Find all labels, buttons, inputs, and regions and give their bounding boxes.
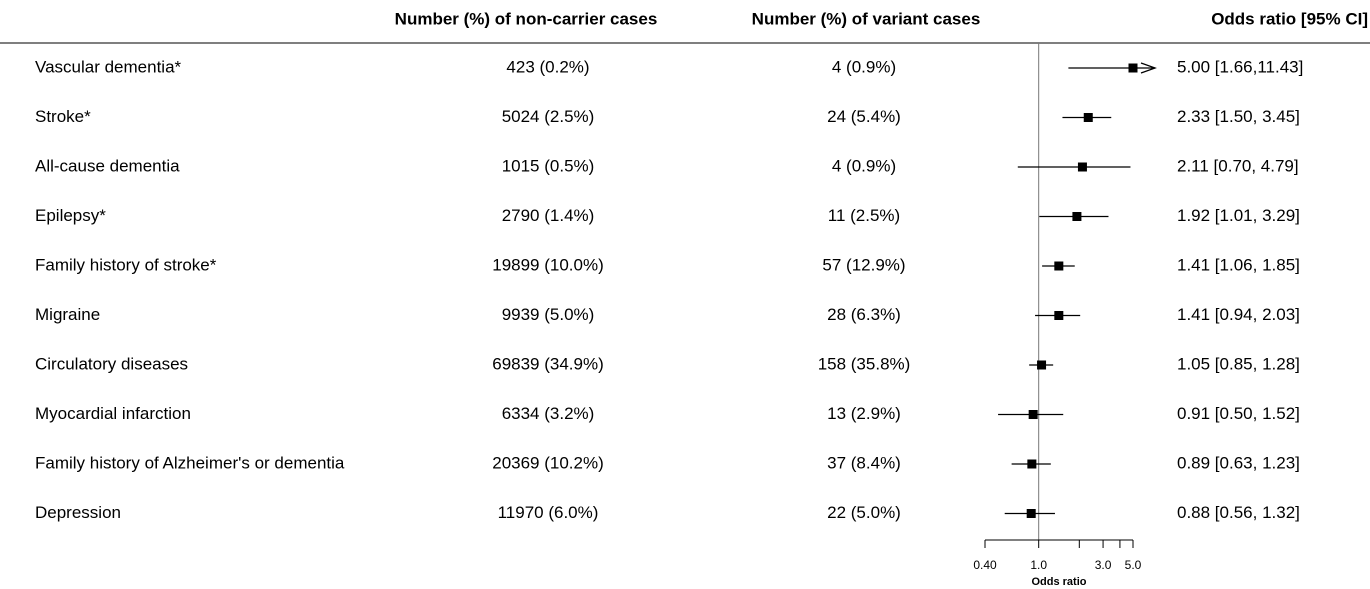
non-carrier-cell: 9939 (5.0%) bbox=[502, 305, 595, 324]
variant-cell: 22 (5.0%) bbox=[827, 503, 901, 522]
odds-ratio-label: 1.41 [0.94, 2.03] bbox=[1177, 305, 1300, 324]
row-label: Stroke* bbox=[35, 107, 91, 126]
row-label: Vascular dementia* bbox=[35, 57, 182, 76]
non-carrier-cell: 6334 (3.2%) bbox=[502, 404, 595, 423]
x-tick-label: 1.0 bbox=[1030, 558, 1047, 572]
column-header: Number (%) of variant cases bbox=[752, 9, 981, 28]
odds-ratio-label: 0.91 [0.50, 1.52] bbox=[1177, 404, 1300, 423]
odds-ratio-label: 1.05 [0.85, 1.28] bbox=[1177, 354, 1300, 373]
odds-ratio-label: 2.33 [1.50, 3.45] bbox=[1177, 107, 1300, 126]
row-label: Myocardial infarction bbox=[35, 404, 191, 423]
non-carrier-cell: 11970 (6.0%) bbox=[498, 503, 599, 522]
variant-cell: 13 (2.9%) bbox=[827, 404, 901, 423]
point-estimate bbox=[1027, 459, 1037, 469]
point-estimate bbox=[1054, 261, 1064, 271]
variant-cell: 4 (0.9%) bbox=[832, 156, 896, 175]
point-estimate bbox=[1077, 162, 1087, 172]
ci-arrow bbox=[1140, 62, 1157, 74]
non-carrier-cell: 19899 (10.0%) bbox=[492, 255, 604, 274]
variant-cell: 37 (8.4%) bbox=[827, 453, 901, 472]
row-label: Circulatory diseases bbox=[35, 354, 188, 373]
odds-ratio-label: 2.11 [0.70, 4.79] bbox=[1177, 156, 1299, 175]
point-estimate bbox=[1026, 509, 1036, 518]
non-carrier-cell: 20369 (10.2%) bbox=[492, 453, 604, 472]
odds-ratio-label: 0.89 [0.63, 1.23] bbox=[1177, 453, 1300, 472]
variant-cell: 57 (12.9%) bbox=[822, 255, 905, 274]
x-axis-label: Odds ratio bbox=[1031, 576, 1086, 588]
odds-ratio-label: 1.41 [1.06, 1.85] bbox=[1177, 255, 1300, 274]
point-estimate bbox=[1072, 212, 1082, 221]
point-estimate bbox=[1054, 311, 1064, 320]
column-header: Number (%) of non-carrier cases bbox=[395, 9, 658, 28]
row-label: Depression bbox=[35, 503, 121, 522]
row-label: Family history of stroke* bbox=[35, 255, 217, 274]
point-estimate bbox=[1128, 63, 1138, 73]
row-label: Migraine bbox=[35, 305, 100, 324]
odds-ratio-label: 0.88 [0.56, 1.32] bbox=[1177, 503, 1300, 522]
row-label: Family history of Alzheimer's or dementi… bbox=[35, 453, 345, 472]
non-carrier-cell: 1015 (0.5%) bbox=[502, 156, 595, 175]
x-tick-label: 5.0 bbox=[1125, 558, 1142, 572]
variant-cell: 24 (5.4%) bbox=[827, 107, 901, 126]
column-header: Odds ratio [95% CI] bbox=[1211, 9, 1368, 28]
row-label: Epilepsy* bbox=[35, 206, 106, 225]
variant-cell: 4 (0.9%) bbox=[832, 57, 896, 76]
variant-cell: 158 (35.8%) bbox=[818, 354, 911, 373]
odds-ratio-label: 1.92 [1.01, 3.29] bbox=[1177, 206, 1300, 225]
odds-ratio-label: 5.00 [1.66,11.43] bbox=[1177, 57, 1303, 76]
row-label: All-cause dementia bbox=[35, 156, 180, 175]
x-tick-label: 3.0 bbox=[1095, 558, 1112, 572]
point-estimate bbox=[1037, 360, 1047, 370]
non-carrier-cell: 5024 (2.5%) bbox=[502, 107, 595, 126]
point-estimate bbox=[1028, 410, 1038, 419]
point-estimate bbox=[1083, 113, 1093, 122]
variant-cell: 28 (6.3%) bbox=[827, 305, 901, 324]
non-carrier-cell: 423 (0.2%) bbox=[506, 57, 589, 76]
non-carrier-cell: 2790 (1.4%) bbox=[502, 206, 595, 225]
variant-cell: 11 (2.5%) bbox=[828, 206, 900, 225]
non-carrier-cell: 69839 (34.9%) bbox=[492, 354, 604, 373]
x-tick-label: 0.40 bbox=[973, 558, 997, 572]
